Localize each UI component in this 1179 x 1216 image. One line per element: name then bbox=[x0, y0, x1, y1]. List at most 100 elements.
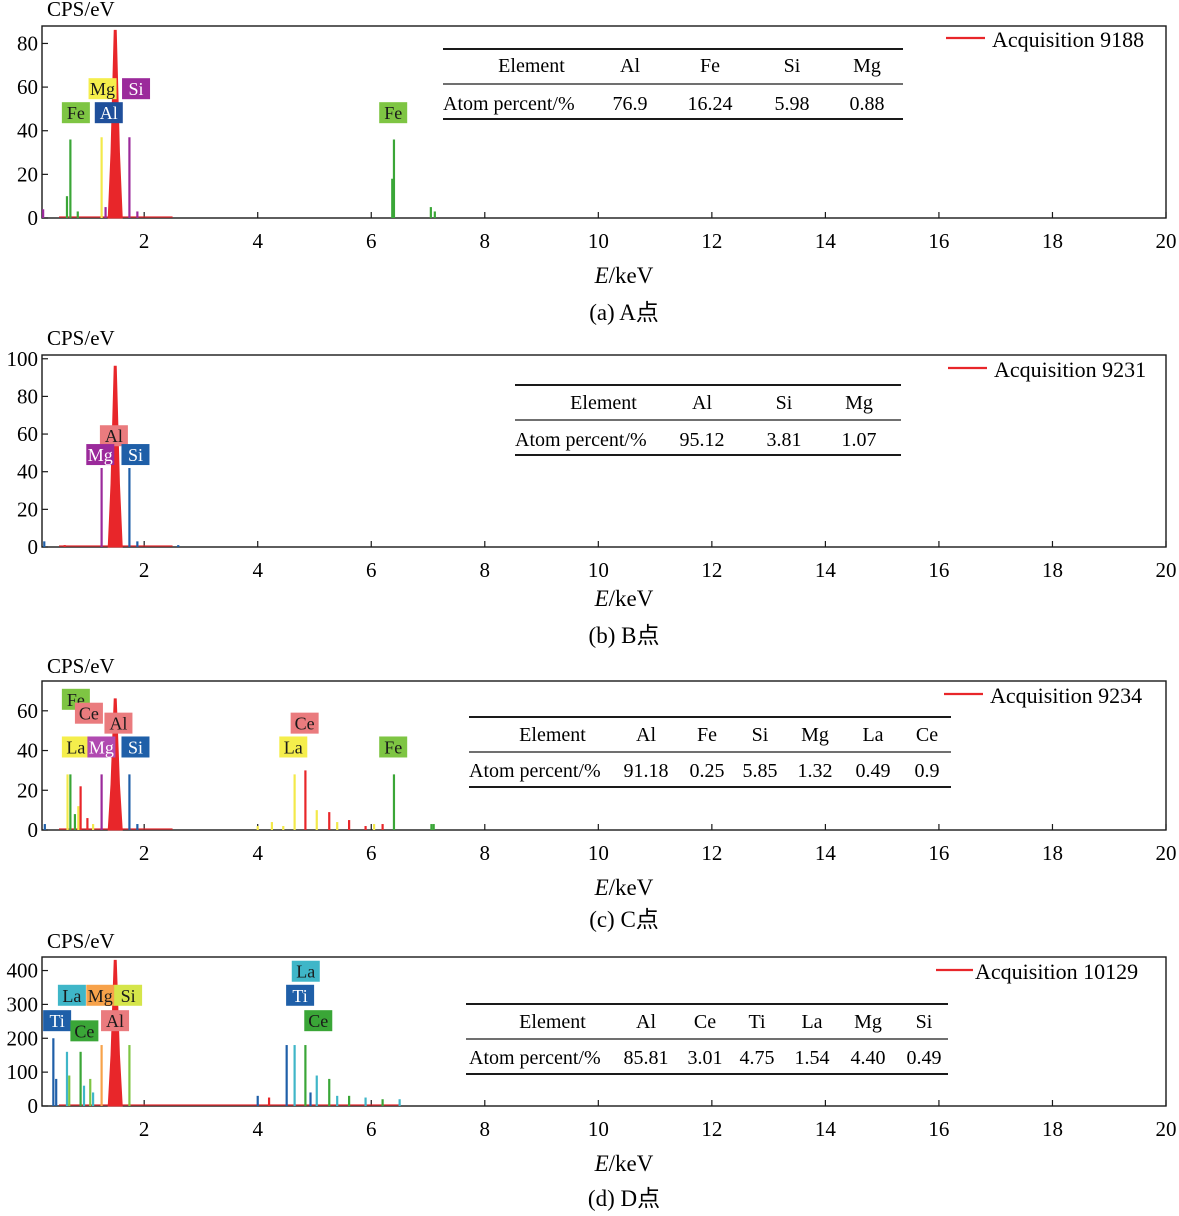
table-header-cell: Si bbox=[916, 1011, 933, 1033]
y-axis-label: CPS/eV bbox=[47, 654, 115, 678]
element-label-box bbox=[61, 102, 90, 124]
table-value-cell: 0.49 bbox=[856, 760, 891, 782]
element-label-box bbox=[121, 444, 150, 466]
x-tick-label: 12 bbox=[701, 841, 722, 865]
x-tick-label: 6 bbox=[366, 841, 377, 865]
element-label-box bbox=[279, 736, 308, 758]
element-label-box bbox=[286, 984, 315, 1006]
composition-table: Element Al Fe Si Mg La Ce Atom percent/% 91.18 0.… bbox=[469, 716, 951, 788]
element-label-fe: Fe bbox=[379, 102, 408, 124]
element-label-text: Si bbox=[128, 445, 143, 465]
y-tick-label: 0 bbox=[28, 1094, 39, 1118]
spectrum-panel-b: CPS/eV 0 20 40 60 80 100 2 4 6 8 10 12 14 16 18 20 E/keV (… bbox=[7, 326, 1177, 648]
y-tick-label: 80 bbox=[17, 384, 38, 408]
table-header-cell: Si bbox=[752, 724, 769, 746]
table-value-cell: 0.25 bbox=[690, 760, 725, 782]
y-axis-label: CPS/eV bbox=[47, 0, 115, 21]
element-label-ce: Ce bbox=[304, 1010, 333, 1032]
panel-caption: (a) A点 bbox=[589, 300, 659, 325]
y-tick-label: 20 bbox=[17, 778, 38, 802]
table-value-cell: 91.18 bbox=[624, 760, 669, 782]
x-axis-label: E/keV bbox=[594, 875, 654, 900]
element-label-text: Si bbox=[128, 737, 143, 757]
x-tick-label: 4 bbox=[252, 558, 263, 582]
element-label-text: Ti bbox=[292, 986, 307, 1006]
element-label-si: Si bbox=[122, 78, 151, 100]
element-label-ce: Ce bbox=[74, 702, 103, 724]
element-label-box bbox=[122, 78, 151, 100]
x-axis-unit: /keV bbox=[609, 1151, 654, 1176]
element-label-box bbox=[290, 712, 319, 734]
element-label-text: Si bbox=[121, 986, 136, 1006]
y-tick-label: 60 bbox=[17, 75, 38, 99]
element-label-al: Al bbox=[101, 1010, 130, 1032]
x-tick-label: 4 bbox=[252, 1117, 263, 1141]
element-label-al: Al bbox=[99, 425, 128, 447]
element-label-box bbox=[43, 1010, 72, 1032]
x-axis-unit: /keV bbox=[609, 263, 654, 288]
table-value-cell: 4.40 bbox=[851, 1047, 886, 1069]
element-label-si: Si bbox=[114, 984, 143, 1006]
x-tick-label: 20 bbox=[1156, 1117, 1177, 1141]
x-tick-label: 12 bbox=[701, 1117, 722, 1141]
element-label-box bbox=[104, 712, 133, 734]
x-tick-label: 12 bbox=[701, 558, 722, 582]
element-label-text: Ce bbox=[295, 714, 315, 734]
table-header-label: Element bbox=[519, 724, 586, 746]
x-axis-label: E/keV bbox=[594, 263, 654, 288]
x-tick-label: 14 bbox=[815, 558, 837, 582]
legend-label: Acquisition 9188 bbox=[992, 27, 1144, 52]
table-value-cell: 16.24 bbox=[688, 93, 733, 115]
table-value-cell: 4.75 bbox=[740, 1047, 775, 1069]
x-tick-label: 8 bbox=[480, 841, 491, 865]
table-header-cell: Mg bbox=[854, 1011, 882, 1033]
element-label-text: Ce bbox=[74, 1021, 94, 1041]
table-value-cell: 3.01 bbox=[688, 1047, 723, 1069]
table-row-label: Atom percent/% bbox=[469, 1047, 601, 1069]
element-label-fe: Fe bbox=[61, 102, 90, 124]
table-header-cell: Mg bbox=[845, 392, 873, 414]
x-tick-label: 6 bbox=[366, 558, 377, 582]
element-label-box bbox=[379, 102, 408, 124]
element-label-la: La bbox=[291, 960, 320, 982]
x-tick-label: 2 bbox=[139, 558, 150, 582]
y-tick-label: 60 bbox=[17, 422, 38, 446]
x-tick-label: 20 bbox=[1156, 841, 1177, 865]
element-label-ce: Ce bbox=[70, 1020, 99, 1042]
element-label-box bbox=[379, 736, 408, 758]
y-tick-label: 0 bbox=[28, 206, 39, 230]
element-label-text: La bbox=[62, 986, 81, 1006]
table-header-cell: Fe bbox=[700, 55, 720, 77]
element-label-box bbox=[70, 1020, 99, 1042]
element-label-box bbox=[114, 984, 143, 1006]
y-tick-label: 40 bbox=[17, 739, 38, 763]
table-header-label: Element bbox=[570, 392, 637, 414]
table-header-cell: Si bbox=[784, 55, 801, 77]
plot-frame bbox=[41, 25, 1167, 219]
spectrum-panel-a: CPS/eV 0 20 40 60 80 2 4 6 8 10 12 14 16 18 20 E/keV (a) … bbox=[17, 0, 1177, 325]
x-tick-label: 14 bbox=[815, 1117, 837, 1141]
table-value-cell: 76.9 bbox=[613, 93, 648, 115]
panel-caption: (d) D点 bbox=[588, 1186, 660, 1211]
table-value-cell: 1.54 bbox=[795, 1047, 830, 1069]
table-value-cell: 0.9 bbox=[915, 760, 940, 782]
table-header-cell: Ce bbox=[694, 1011, 716, 1033]
x-axis-variable: E bbox=[594, 875, 609, 900]
x-tick-label: 14 bbox=[815, 841, 837, 865]
y-tick-label: 100 bbox=[7, 1060, 39, 1084]
element-label-mg: Mg bbox=[86, 984, 115, 1006]
x-tick-label: 4 bbox=[252, 229, 263, 253]
element-label-al: Al bbox=[104, 712, 133, 734]
x-tick-label: 18 bbox=[1042, 1117, 1063, 1141]
x-tick-label: 8 bbox=[480, 229, 491, 253]
spectrum-panel-c: CPS/eV 0 20 40 60 2 4 6 8 10 12 14 16 18 20 E/keV (c) C点… bbox=[17, 654, 1177, 932]
x-tick-label: 8 bbox=[480, 558, 491, 582]
element-label-mg: Mg bbox=[88, 78, 117, 100]
y-tick-label: 80 bbox=[17, 31, 38, 55]
element-label-la: La bbox=[279, 736, 308, 758]
y-axis-label: CPS/eV bbox=[47, 326, 115, 350]
element-label-text: Al bbox=[105, 426, 123, 446]
element-label-box bbox=[57, 984, 86, 1006]
table-header-label: Element bbox=[519, 1011, 586, 1033]
element-label-box bbox=[101, 1010, 130, 1032]
